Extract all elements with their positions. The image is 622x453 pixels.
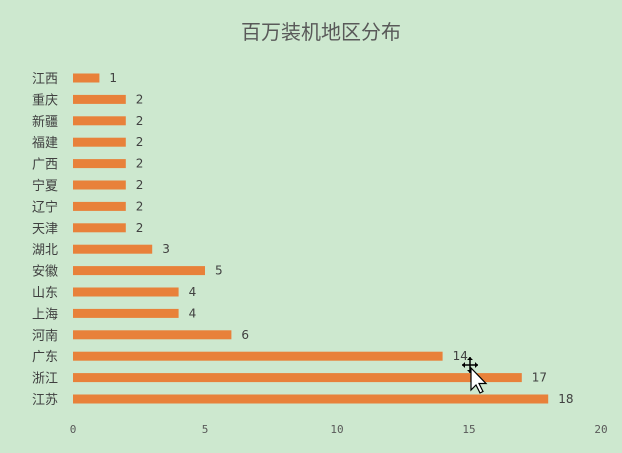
bar bbox=[73, 394, 549, 404]
data-label: 18 bbox=[558, 392, 573, 406]
chart-title: 百万装机地区分布 bbox=[241, 20, 401, 44]
data-label: 6 bbox=[241, 328, 249, 342]
bar bbox=[73, 94, 126, 104]
category-label: 浙江 bbox=[32, 372, 58, 387]
bar bbox=[73, 351, 443, 361]
category-label: 宁夏 bbox=[32, 178, 58, 194]
data-label: 4 bbox=[189, 285, 197, 299]
data-label: 2 bbox=[136, 114, 144, 128]
bar bbox=[73, 159, 126, 169]
bar bbox=[73, 373, 522, 383]
move-cursor-icon bbox=[462, 357, 488, 394]
data-label: 2 bbox=[136, 199, 144, 213]
bar bbox=[73, 73, 100, 83]
category-label: 新疆 bbox=[32, 114, 58, 130]
category-label: 广东 bbox=[32, 350, 58, 365]
x-tick-label: 10 bbox=[330, 423, 343, 436]
bar bbox=[73, 244, 153, 254]
data-label: 3 bbox=[162, 242, 170, 256]
bar bbox=[73, 266, 205, 276]
bar bbox=[73, 308, 179, 318]
bar bbox=[73, 223, 126, 233]
category-label: 安徽 bbox=[32, 265, 58, 280]
category-label: 湖北 bbox=[32, 243, 58, 258]
category-label: 上海 bbox=[32, 307, 58, 322]
category-label: 河南 bbox=[32, 328, 58, 344]
data-label: 2 bbox=[136, 157, 144, 171]
data-label: 5 bbox=[215, 264, 223, 278]
data-label: 17 bbox=[532, 371, 547, 385]
category-label: 福建 bbox=[32, 136, 58, 151]
x-tick-label: 15 bbox=[462, 423, 475, 436]
data-label: 1 bbox=[109, 71, 117, 85]
category-label: 江西 bbox=[32, 72, 58, 87]
bar bbox=[73, 137, 126, 147]
data-label: 2 bbox=[136, 221, 144, 235]
x-tick-label: 0 bbox=[70, 423, 77, 436]
bar bbox=[73, 287, 179, 297]
data-label: 2 bbox=[136, 135, 144, 149]
category-label: 广西 bbox=[32, 158, 58, 173]
bar bbox=[73, 201, 126, 211]
data-label: 14 bbox=[453, 349, 468, 363]
category-label: 天津 bbox=[32, 222, 58, 237]
bar bbox=[73, 330, 232, 340]
x-tick-label: 20 bbox=[594, 423, 607, 436]
category-label: 辽宁 bbox=[32, 199, 58, 215]
category-label: 江苏 bbox=[32, 392, 58, 408]
bar bbox=[73, 116, 126, 126]
data-label: 4 bbox=[189, 306, 197, 320]
category-label: 山东 bbox=[32, 286, 58, 301]
data-label: 2 bbox=[136, 92, 144, 106]
bar bbox=[73, 180, 126, 190]
data-label: 2 bbox=[136, 178, 144, 192]
x-tick-label: 5 bbox=[202, 423, 209, 436]
category-label: 重庆 bbox=[32, 92, 58, 108]
